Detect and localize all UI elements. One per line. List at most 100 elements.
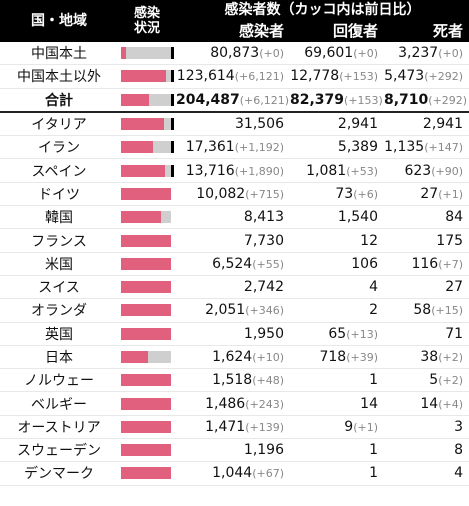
infected-cell: 1,518(+48)	[176, 368, 290, 393]
deaths-cell: 27	[384, 275, 469, 300]
recovered-value: 12,778	[290, 68, 340, 85]
deaths-cell: 2,941	[384, 111, 469, 137]
infected-value: 2,051	[205, 302, 246, 319]
table-row: オランダ 2,051(+346) 2 58(+15)	[0, 298, 469, 323]
recovered-cell: 1	[290, 461, 384, 486]
deaths-cell: 71	[384, 322, 469, 346]
deaths-value: 27	[445, 279, 464, 296]
infected-cell: 13,716(+1,890)	[176, 158, 290, 183]
deaths-delta: (+2)	[438, 374, 464, 388]
status-bar-cell	[118, 228, 176, 253]
recovered-value: 1,540	[337, 209, 378, 226]
status-bar	[121, 420, 171, 433]
infected-delta: (+67)	[252, 467, 284, 481]
recovered-cell: 12,778(+153)	[290, 64, 384, 89]
infected-value: 123,614	[176, 68, 235, 85]
country-name: スウェーデン	[0, 438, 118, 463]
table-row: ベルギー 1,486(+243) 14 14(+4)	[0, 391, 469, 416]
table-row: オーストリア 1,471(+139) 9(+1) 3	[0, 415, 469, 440]
country-name: ノルウェー	[0, 368, 118, 393]
deaths-value: 1,135	[384, 139, 425, 156]
country-name: イラン	[0, 135, 118, 160]
infected-cell: 1,950	[176, 322, 290, 346]
status-bar	[121, 70, 174, 83]
status-bar	[121, 281, 171, 294]
status-bar-cell	[118, 368, 176, 393]
recovered-value: 1,081	[306, 162, 347, 179]
status-bar-cell	[118, 391, 176, 416]
deaths-delta: (+292)	[428, 93, 468, 107]
status-bar-cell	[118, 111, 176, 137]
deaths-delta: (+1)	[438, 187, 464, 201]
recovered-cell: 4	[290, 275, 384, 300]
status-bar-cell	[118, 205, 176, 230]
status-bar-cell	[118, 182, 176, 207]
recovered-value: 12	[360, 232, 378, 249]
table-row: 米国 6,524(+55) 106 116(+7)	[0, 252, 469, 276]
status-bar-fill	[121, 304, 171, 317]
deaths-value: 38	[420, 349, 439, 365]
status-bar-marker	[171, 118, 174, 131]
status-bar-fill	[121, 374, 171, 387]
recovered-value: 9	[344, 418, 354, 435]
infected-value: 1,624	[212, 349, 253, 365]
deaths-value: 4	[454, 465, 464, 482]
recovered-delta: (+153)	[344, 93, 383, 107]
deaths-cell: 58(+15)	[384, 298, 469, 323]
infected-cell: 2,051(+346)	[176, 298, 290, 323]
infected-delta: (+1,890)	[234, 164, 284, 178]
status-bar	[121, 47, 174, 60]
recovered-delta: (+53)	[346, 164, 378, 178]
status-bar-marker	[171, 70, 174, 83]
infected-cell: 31,506	[176, 111, 290, 137]
table-row: イラン 17,361(+1,192) 5,389 1,135(+147)	[0, 135, 469, 160]
recovered-value: 4	[369, 279, 378, 296]
country-column-header: 国・地域	[0, 0, 118, 42]
infected-value: 10,082	[196, 185, 246, 202]
deaths-delta: (+15)	[431, 304, 464, 318]
infected-delta: (+139)	[245, 420, 284, 434]
table-row: スイス 2,742 4 27	[0, 275, 469, 300]
status-bar-fill	[121, 420, 171, 433]
table-row: スペイン 13,716(+1,890) 1,081(+53) 623(+90)	[0, 158, 469, 183]
infected-cell: 204,487(+6,121)	[176, 88, 290, 113]
deaths-value: 116	[411, 255, 439, 272]
deaths-cell: 14(+4)	[384, 391, 469, 416]
infected-cell: 123,614(+6,121)	[176, 64, 290, 89]
country-name: フランス	[0, 228, 118, 253]
recovered-cell: 14	[290, 391, 384, 416]
infected-value: 204,487	[176, 91, 240, 108]
infected-delta: (+55)	[252, 257, 284, 271]
recovered-value: 14	[360, 395, 378, 412]
deaths-cell: 84	[384, 205, 469, 230]
status-bar-marker	[171, 164, 174, 177]
recovered-cell: 1,540	[290, 205, 384, 230]
deaths-value: 623	[404, 162, 432, 179]
recovered-delta: (+6)	[353, 187, 378, 201]
deaths-delta: (+90)	[431, 164, 464, 178]
recovered-value: 82,379	[290, 91, 345, 108]
infected-value: 8,413	[243, 209, 284, 226]
infected-cell: 10,082(+715)	[176, 182, 290, 207]
infected-cell: 6,524(+55)	[176, 252, 290, 276]
status-bar-cell	[118, 345, 176, 370]
recovered-cell: 65(+13)	[290, 322, 384, 346]
status-bar-cell	[118, 322, 176, 346]
recovered-delta: (+39)	[346, 351, 378, 364]
recovered-delta: (+0)	[353, 47, 378, 61]
recovered-delta: (+1)	[353, 420, 378, 434]
deaths-value: 5,473	[384, 68, 425, 85]
status-bar	[121, 211, 171, 224]
infected-cell: 1,044(+67)	[176, 461, 290, 486]
status-bar-cell	[118, 42, 176, 66]
deaths-cell: 3,237(+0)	[384, 42, 469, 66]
country-name: イタリア	[0, 111, 118, 137]
status-bar-fill	[121, 257, 171, 270]
deaths-cell: 3	[384, 415, 469, 440]
status-bar	[121, 164, 174, 177]
recovered-value: 1	[369, 442, 378, 459]
deaths-cell: 8,710(+292)	[384, 88, 469, 113]
deaths-cell: 8	[384, 438, 469, 463]
status-bar-fill	[121, 187, 171, 200]
infected-cell: 1,624(+10)	[176, 345, 290, 370]
